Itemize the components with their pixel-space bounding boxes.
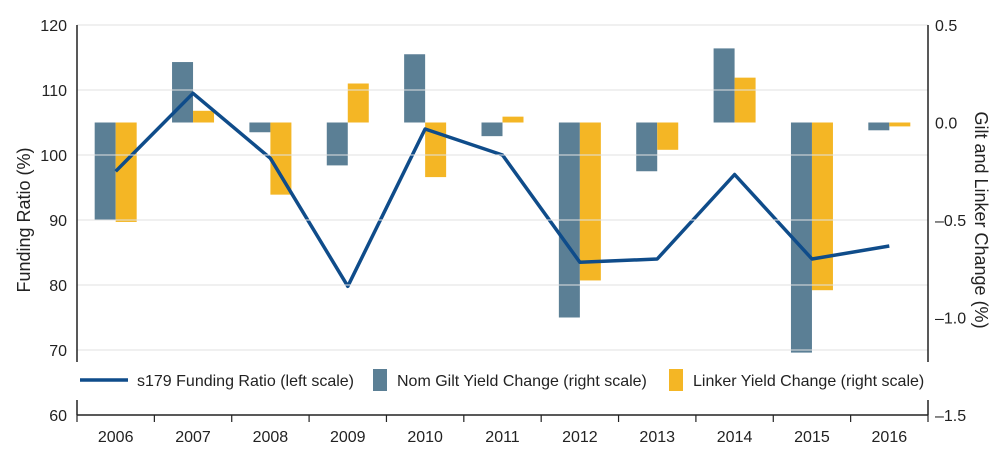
legend-swatch-linker xyxy=(669,369,683,391)
y-right-tick-label: –1.0 xyxy=(935,311,966,328)
x-tick-label: 2013 xyxy=(639,429,675,446)
legend-label-funding-ratio: s179 Funding Ratio (left scale) xyxy=(137,373,354,390)
legend-swatch-nom-gilt xyxy=(373,369,387,391)
y-left-tick-label: 120 xyxy=(40,18,67,35)
bar-linker xyxy=(502,116,524,123)
bar-linker xyxy=(193,110,215,123)
y-right-tick-label: –0.5 xyxy=(935,213,966,230)
bar-nom-gilt xyxy=(636,122,658,172)
y-left-tick-label: 90 xyxy=(49,213,67,230)
y-right-tick-label: –1.5 xyxy=(935,408,966,425)
bar-linker xyxy=(734,77,756,123)
bar-nom-gilt xyxy=(249,122,271,133)
bar-linker xyxy=(115,122,137,222)
y-right-tick-label: 0.5 xyxy=(935,18,957,35)
y-left-tick-label: 60 xyxy=(49,408,67,425)
x-tick-label: 2011 xyxy=(485,429,520,446)
x-tick-label: 2014 xyxy=(717,429,753,446)
y-left-tick-label: 80 xyxy=(49,278,67,295)
axes-layer: 60 70 80 90 100 110 120 –1.5 –1.0 –0.5 0.0 0.5 2006 2… xyxy=(40,18,966,446)
y-right-tick-label: 0.0 xyxy=(935,116,957,133)
bar-linker xyxy=(270,122,292,195)
bar-linker xyxy=(347,83,369,123)
y-left-tick-label: 100 xyxy=(40,148,67,165)
x-tick-label: 2016 xyxy=(872,429,908,446)
bar-nom-gilt xyxy=(94,122,116,220)
bars-layer xyxy=(94,48,911,353)
bar-nom-gilt xyxy=(481,122,503,137)
y-axis-right-title: Gilt and Linker Change (%) xyxy=(971,111,991,328)
x-tick-label: 2006 xyxy=(98,429,134,446)
y-left-tick-label: 110 xyxy=(41,83,67,100)
bar-nom-gilt xyxy=(404,54,426,123)
legend-background xyxy=(70,362,933,400)
bar-linker xyxy=(425,122,447,178)
bar-nom-gilt xyxy=(713,48,735,123)
legend-label-nom-gilt: Nom Gilt Yield Change (right scale) xyxy=(397,373,647,390)
x-tick-label: 2015 xyxy=(794,429,830,446)
x-tick-label: 2008 xyxy=(253,429,289,446)
legend-label-linker: Linker Yield Change (right scale) xyxy=(693,373,924,390)
bar-nom-gilt xyxy=(326,122,348,166)
bar-linker xyxy=(811,122,833,291)
bar-nom-gilt xyxy=(790,122,812,353)
y-left-tick-label: 70 xyxy=(49,343,67,360)
bar-linker xyxy=(579,122,601,281)
x-tick-label: 2010 xyxy=(407,429,443,446)
legend: s179 Funding Ratio (left scale) Nom Gilt… xyxy=(70,362,933,400)
bar-linker xyxy=(889,122,911,127)
x-tick-label: 2009 xyxy=(330,429,366,446)
x-tick-label: 2007 xyxy=(175,429,211,446)
x-tick-label: 2012 xyxy=(562,429,598,446)
bar-linker xyxy=(657,122,679,150)
y-axis-left-title: Funding Ratio (%) xyxy=(14,147,34,292)
bar-nom-gilt xyxy=(868,122,890,131)
